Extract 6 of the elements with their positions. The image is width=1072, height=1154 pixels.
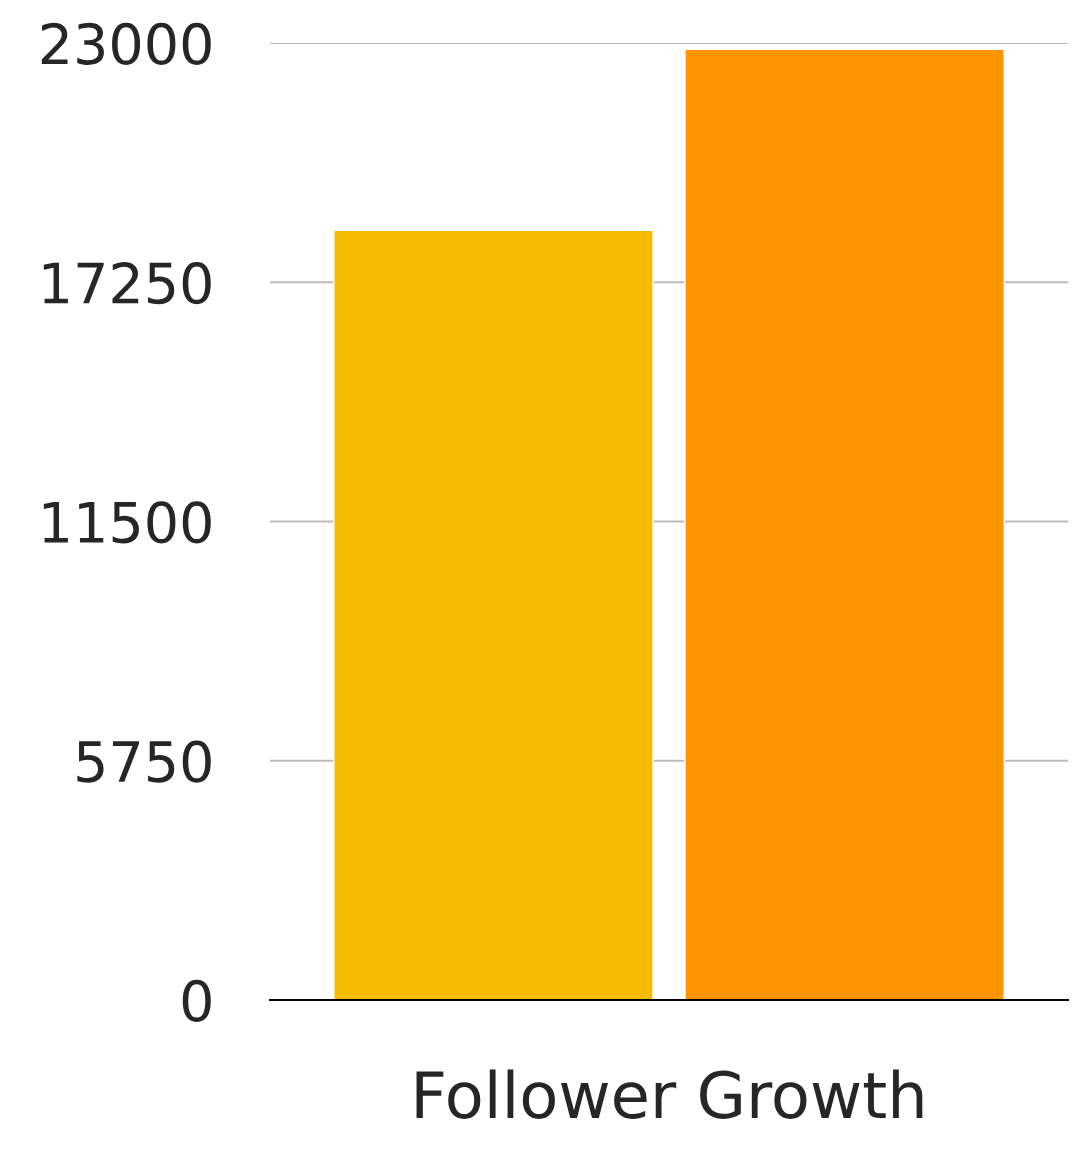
y-tick-label: 5750 bbox=[77, 740, 211, 783]
y-tick-label: 23000 bbox=[41, 22, 211, 65]
y-tick-label: 11500 bbox=[43, 501, 211, 544]
y-tick-label: 0 bbox=[182, 979, 211, 1022]
y-tick-label: 17250 bbox=[43, 262, 211, 305]
x-tick-label: Follower Growth bbox=[416, 1069, 923, 1119]
